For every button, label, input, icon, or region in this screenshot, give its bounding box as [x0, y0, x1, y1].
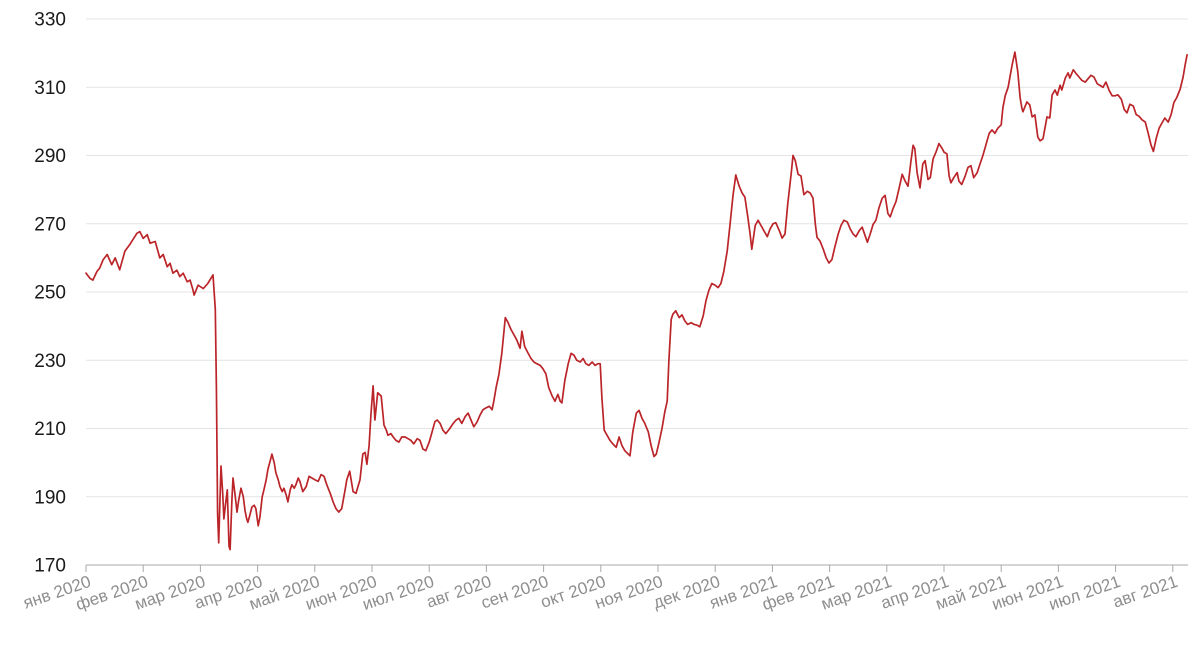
- y-axis-label-250: 250: [34, 283, 66, 304]
- y-axis-label-270: 270: [34, 214, 66, 235]
- y-axis-label-330: 330: [34, 10, 66, 31]
- series-line-price: [85, 51, 1188, 551]
- y-axis-label-210: 210: [34, 419, 66, 440]
- y-axis-label-170: 170: [34, 556, 66, 577]
- y-axis-label-290: 290: [34, 146, 66, 167]
- y-axis-label-310: 310: [34, 78, 66, 99]
- y-axis-label-230: 230: [34, 351, 66, 372]
- x-axis-label-19: авг 2021: [1110, 572, 1180, 612]
- y-axis-label-190: 190: [34, 487, 66, 508]
